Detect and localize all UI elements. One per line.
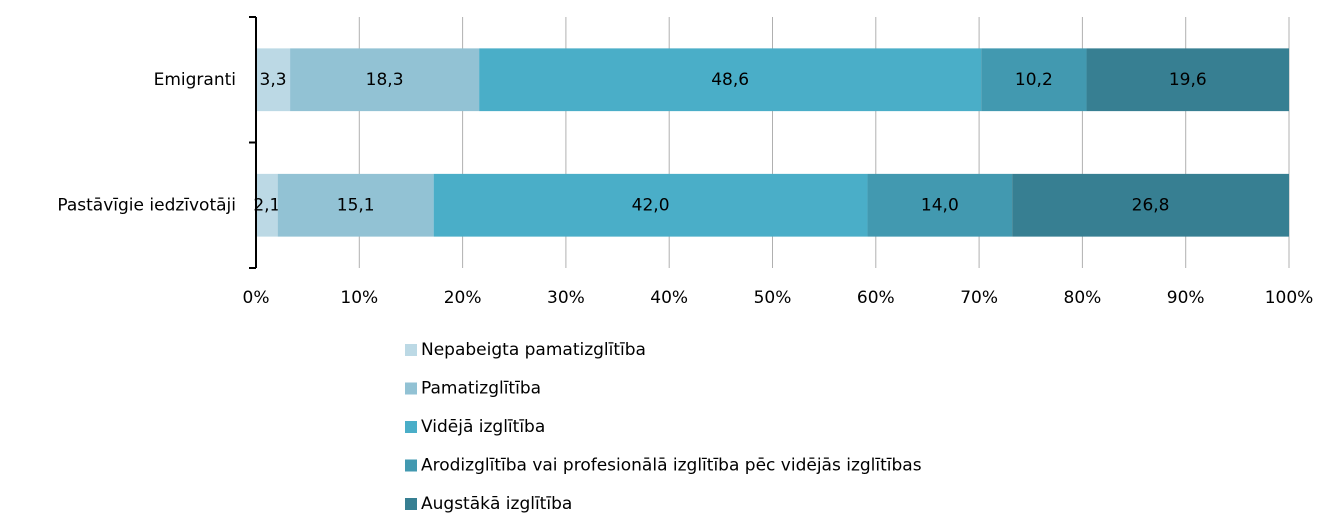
- data-label: 26,8: [1132, 195, 1170, 215]
- bar-segment: [867, 173, 1013, 237]
- bar-segment: [277, 173, 434, 237]
- data-label: 15,1: [337, 195, 375, 215]
- data-label: 10,2: [1015, 70, 1053, 90]
- data-label: 42,0: [632, 195, 670, 215]
- x-tick-label: 20%: [444, 288, 482, 308]
- data-label: 19,6: [1169, 70, 1207, 90]
- data-label: 2,1: [253, 195, 280, 215]
- legend-swatch: [405, 498, 417, 510]
- x-tick-label: 50%: [754, 288, 792, 308]
- bar-segment: [256, 48, 291, 112]
- x-tick-label: 10%: [340, 288, 378, 308]
- bar-segment: [1086, 48, 1289, 112]
- data-label: 14,0: [921, 195, 959, 215]
- y-tick-label: Emigranti: [154, 70, 236, 90]
- y-tick-label: Pastāvīgie iedzīvotāji: [57, 195, 236, 215]
- x-tick-label: 0%: [243, 288, 270, 308]
- legend-label: Vidējā izglītība: [421, 417, 545, 437]
- legend-label: Augstākā izglītība: [421, 494, 572, 514]
- x-tick-label: 90%: [1167, 288, 1205, 308]
- legend-swatch: [405, 344, 417, 356]
- x-tick-label: 70%: [960, 288, 998, 308]
- legend-swatch: [405, 382, 417, 395]
- data-label: 18,3: [366, 70, 404, 90]
- bar-segment: [1012, 173, 1289, 237]
- legend-label: Nepabeigta pamatizglītība: [421, 340, 646, 360]
- legend-label: Pamatizglītība: [421, 379, 541, 399]
- bar-segment: [433, 173, 868, 237]
- legend-label: Arodizglītība vai profesionālā izglītība…: [421, 456, 922, 476]
- bar-segment: [256, 173, 278, 237]
- bar-segment: [479, 48, 982, 112]
- x-tick-label: 60%: [857, 288, 895, 308]
- x-tick-label: 100%: [1265, 288, 1314, 308]
- x-tick-label: 80%: [1064, 288, 1102, 308]
- x-tick-label: 30%: [547, 288, 585, 308]
- legend-swatch: [405, 459, 417, 472]
- x-tick-label: 40%: [650, 288, 688, 308]
- bar-segment: [981, 48, 1087, 112]
- data-label: 48,6: [711, 70, 749, 90]
- bar-segment: [290, 48, 480, 112]
- data-label: 3,3: [260, 70, 287, 90]
- legend-swatch: [405, 421, 417, 433]
